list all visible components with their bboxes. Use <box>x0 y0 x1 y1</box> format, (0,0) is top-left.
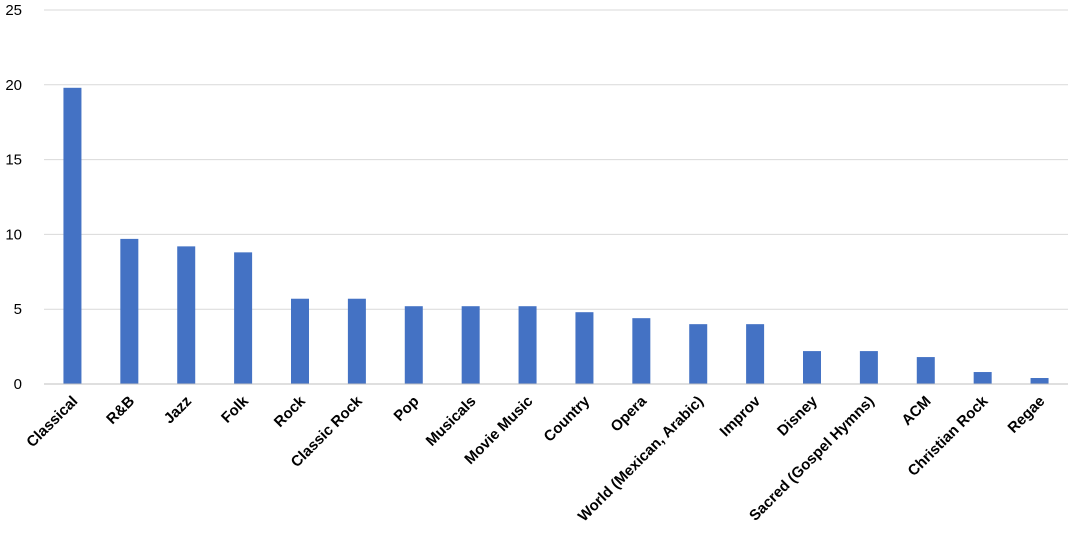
bar <box>859 351 878 384</box>
x-tick-label: Musicals <box>423 393 480 450</box>
y-axis-ticks: 0 5 10 15 20 25 <box>5 2 22 393</box>
x-tick-label: Country <box>541 392 594 445</box>
bar <box>63 87 82 385</box>
bar <box>518 306 537 384</box>
x-tick-label: Rock <box>271 392 309 430</box>
x-tick-label: R&B <box>103 393 138 428</box>
bar <box>120 238 139 384</box>
gridlines <box>44 9 1068 310</box>
bar <box>973 372 992 384</box>
bar <box>461 306 480 384</box>
x-tick-label: Jazz <box>161 393 195 427</box>
x-tick-label: Regae <box>1005 393 1049 437</box>
bar <box>575 312 594 384</box>
bar <box>177 246 196 384</box>
bar <box>347 298 366 384</box>
x-tick-label: Folk <box>218 392 252 426</box>
x-tick-label: ACM <box>898 393 934 429</box>
x-tick-label: Improv <box>717 392 765 440</box>
y-tick-label: 25 <box>5 2 22 19</box>
y-tick-label: 10 <box>5 226 22 243</box>
y-tick-label: 5 <box>14 301 22 318</box>
y-tick-label: 0 <box>14 376 22 393</box>
bar <box>404 306 423 384</box>
x-tick-label: Pop <box>391 393 423 425</box>
y-tick-label: 20 <box>5 77 22 94</box>
x-tick-label: Disney <box>774 392 821 439</box>
bar <box>746 324 765 384</box>
bar <box>1030 378 1049 384</box>
bars <box>63 87 1049 385</box>
x-tick-label: Opera <box>607 392 650 435</box>
bar <box>632 318 651 384</box>
y-tick-label: 15 <box>5 152 22 169</box>
bar <box>916 357 935 384</box>
bar <box>291 298 309 384</box>
bar <box>803 351 821 384</box>
bar <box>234 252 253 384</box>
bar <box>689 324 708 384</box>
x-tick-label: Classical <box>23 393 81 451</box>
